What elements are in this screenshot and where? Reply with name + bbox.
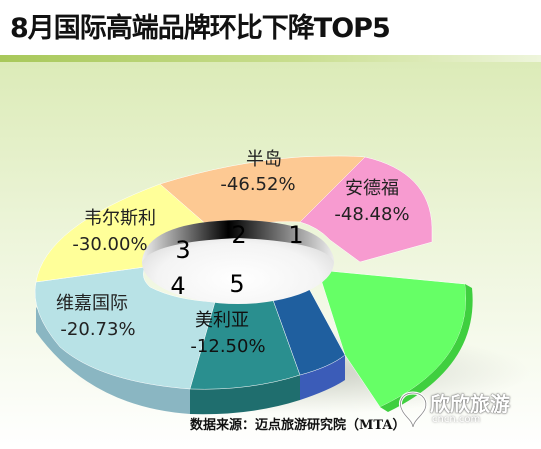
rank-label-andefu: 1 (288, 221, 303, 249)
rank-label-weijia: 4 (170, 272, 185, 300)
rank-label-weier: 3 (175, 236, 190, 264)
watermark-logo-icon (398, 391, 428, 428)
donut-slices (34, 155, 473, 412)
label-name-weijia: 维嘉国际 (56, 293, 128, 314)
label-name-bandao: 半岛 (246, 149, 282, 170)
label-value-weijia: -20.73% (60, 319, 135, 340)
source-note: 数据来源：迈点旅游研究院（MTA） (190, 418, 406, 433)
wall-segment (190, 375, 300, 415)
label-name-andefu: 安德福 (345, 178, 399, 199)
label-name-weier: 韦尔斯利 (84, 208, 156, 229)
page-title: 8月国际高端品牌环比下降TOP5 (10, 13, 391, 44)
green-slice-edge (380, 284, 473, 412)
label-value-andefu: -48.48% (334, 204, 409, 225)
donut-side-walls (36, 307, 345, 415)
donut-hole (142, 220, 334, 304)
label-value-weier: -30.00% (72, 234, 147, 255)
wall-segment (300, 355, 345, 400)
pie-slice-andefu (299, 156, 433, 263)
watermark: 欣欣旅游 cncn.com (392, 386, 532, 434)
wall-segment (36, 307, 190, 414)
title-underline (0, 55, 541, 62)
hole-inner-wall (142, 220, 334, 262)
label-value-bandao: -46.52% (220, 174, 295, 195)
label-name-meiliya: 美利亚 (195, 310, 249, 331)
rank-label-meiliya: 5 (229, 270, 244, 298)
watermark-subtext: cncn.com (432, 414, 481, 425)
slice-labels: 半岛 -46.52% 安德福 -48.48% 韦尔斯利 -30.00% 维嘉国际… (56, 149, 410, 357)
watermark-text: 欣欣旅游 (430, 392, 510, 416)
rank-label-bandao: 2 (231, 221, 246, 249)
label-value-meiliya: -12.50% (190, 336, 265, 357)
rank-labels: 1 2 3 4 5 (170, 221, 303, 300)
